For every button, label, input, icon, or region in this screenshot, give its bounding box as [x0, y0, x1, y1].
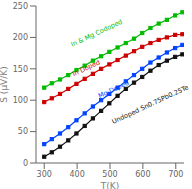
svg-text:400: 400	[69, 170, 84, 179]
svg-text:500: 500	[102, 170, 117, 179]
svg-text:300: 300	[37, 170, 52, 179]
svg-text:0: 0	[23, 159, 28, 168]
svg-text:T(K): T(K)	[100, 181, 119, 189]
svg-text:700: 700	[168, 170, 183, 179]
svg-text:150: 150	[13, 65, 28, 74]
svg-text:50: 50	[18, 127, 28, 136]
svg-text:600: 600	[135, 170, 150, 179]
svg-text:250: 250	[13, 2, 28, 11]
svg-text:Undoped Sn0.75Pb0.25Te: Undoped Sn0.75Pb0.25Te	[111, 83, 184, 125]
svg-text:S (μV/K): S (μV/K)	[8, 66, 9, 102]
svg-text:200: 200	[13, 33, 28, 42]
svg-text:Mg Doped: Mg Doped	[97, 79, 130, 100]
svg-text:100: 100	[13, 96, 28, 105]
svg-text:In Doped: In Doped	[71, 58, 101, 78]
svg-text:In & Mg Codoped: In & Mg Codoped	[70, 18, 124, 49]
